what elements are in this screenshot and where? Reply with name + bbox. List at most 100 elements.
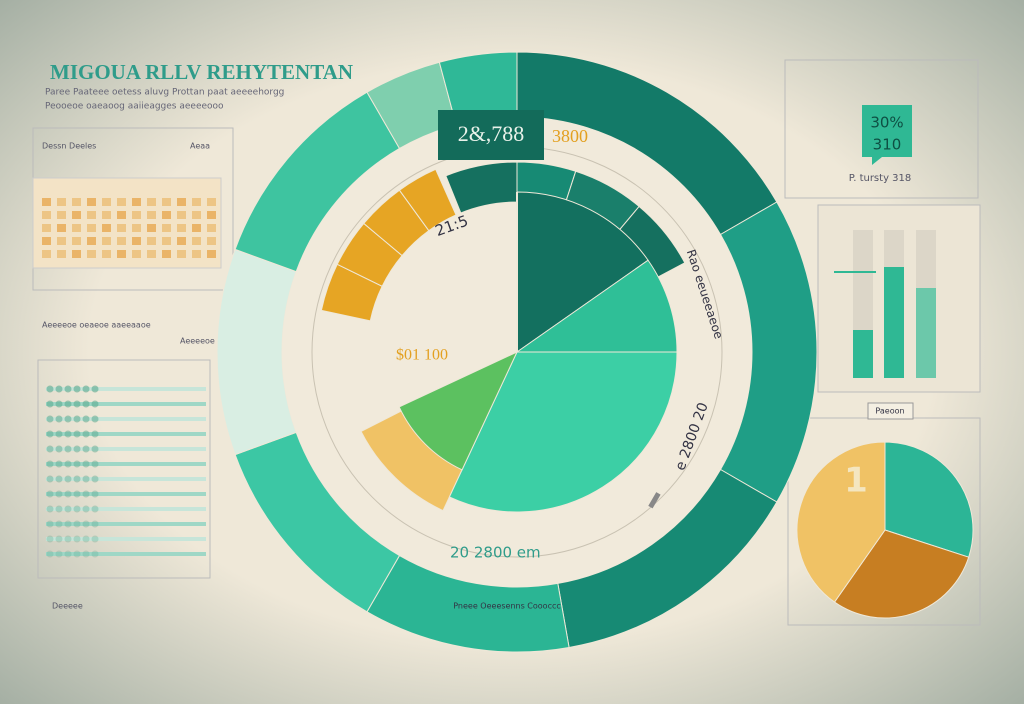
cell (72, 237, 81, 245)
cell (87, 224, 96, 232)
cell (207, 198, 216, 206)
dot (91, 505, 99, 513)
cell (72, 224, 81, 232)
pie-value: 1 (844, 461, 868, 501)
pie-label: Paeoon (875, 407, 904, 416)
cell (147, 224, 156, 232)
cell (132, 237, 141, 245)
dot (73, 385, 81, 393)
cell (57, 198, 66, 206)
dot (55, 430, 63, 438)
cell (57, 211, 66, 219)
cell (177, 237, 186, 245)
cell (87, 198, 96, 206)
pie-slice (448, 351, 678, 513)
cell (162, 198, 171, 206)
center-label: $01 100 (396, 347, 448, 364)
cell (192, 198, 201, 206)
dot (55, 505, 63, 513)
dot (73, 430, 81, 438)
dot (64, 505, 72, 513)
dot (46, 490, 54, 498)
badge-sub: 310 (873, 136, 902, 154)
dot (64, 475, 72, 483)
dot (91, 535, 99, 543)
cell (72, 250, 81, 258)
decor (32, 51, 981, 653)
dot (55, 385, 63, 393)
dot (82, 445, 90, 453)
pie-slice (515, 259, 678, 353)
dot (55, 520, 63, 528)
row (46, 447, 206, 451)
dot (46, 475, 54, 483)
panel (784, 59, 979, 199)
cell (42, 250, 51, 258)
pie-slice (796, 441, 886, 603)
row (46, 552, 206, 556)
row (46, 432, 206, 436)
pie-slice (833, 529, 970, 619)
cell (102, 250, 111, 258)
dot (46, 415, 54, 423)
dot (82, 535, 90, 543)
cell (72, 198, 81, 206)
dot (73, 550, 81, 558)
cell (192, 237, 201, 245)
dot (64, 535, 72, 543)
row (46, 462, 206, 466)
table-note: Aeaa (190, 142, 210, 151)
dot (46, 520, 54, 528)
title: MIGOUA RLLV REHYTENTAN (50, 60, 353, 84)
dot (64, 400, 72, 408)
cell (102, 224, 111, 232)
pie-slice (516, 191, 649, 353)
dot (73, 445, 81, 453)
dot (82, 490, 90, 498)
cell (162, 224, 171, 232)
cell (147, 211, 156, 219)
dot (73, 490, 81, 498)
dot (73, 475, 81, 483)
row (46, 477, 206, 481)
list-header: Aeeeeoe oeaeoe aaeeaaoe (42, 321, 151, 330)
dot (46, 445, 54, 453)
dot (91, 430, 99, 438)
bar (853, 330, 873, 378)
pie-slice (398, 350, 519, 471)
dot (46, 460, 54, 468)
cell (162, 250, 171, 258)
dot (91, 490, 99, 498)
left-footer: Deeeee (52, 602, 83, 611)
cell (132, 211, 141, 219)
cell (102, 237, 111, 245)
row (46, 402, 206, 406)
dot (73, 520, 81, 528)
row (46, 537, 206, 541)
row (46, 417, 206, 421)
dot (73, 460, 81, 468)
dot (91, 415, 99, 423)
dot (91, 550, 99, 558)
cell (177, 198, 186, 206)
dot (46, 400, 54, 408)
bottom-label: 20 2800 em (450, 544, 541, 562)
dot (55, 400, 63, 408)
donut-footer: Pneee Oeeesenns Coooccc (453, 602, 561, 611)
badge-value: 30% (870, 114, 903, 132)
pie-label-box (867, 402, 914, 420)
row (46, 387, 206, 391)
dot (73, 400, 81, 408)
top-right-label: 3800 (552, 126, 588, 146)
cell (192, 211, 201, 219)
cell (87, 211, 96, 219)
tick (648, 492, 661, 509)
bar (884, 267, 904, 378)
dot (64, 520, 72, 528)
dot (55, 445, 63, 453)
cell (57, 250, 66, 258)
cell (147, 237, 156, 245)
cell (192, 224, 201, 232)
